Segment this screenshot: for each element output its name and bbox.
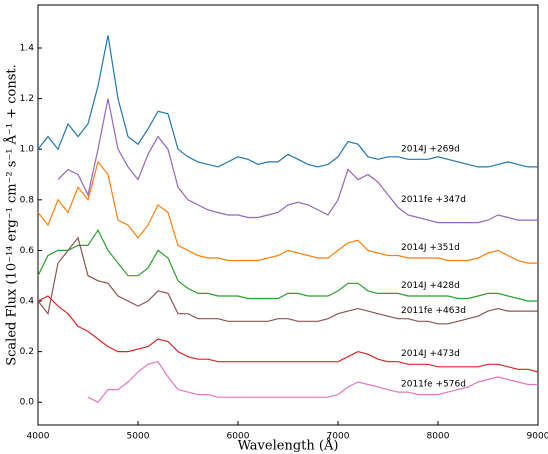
y-tick-label: 1.4 — [20, 44, 35, 54]
x-tick-label: 9000 — [527, 432, 548, 442]
spectrum-line — [37, 160, 538, 264]
y-tick-label: 0.0 — [20, 398, 35, 408]
y-tick-label: 0.8 — [20, 195, 35, 205]
spectrum-line — [37, 228, 538, 302]
series-label: 2014J +269d — [401, 144, 460, 154]
series-label: 2011fe +463d — [401, 306, 466, 316]
x-tick-label: 8000 — [427, 432, 450, 442]
x-tick-label: 7000 — [327, 432, 350, 442]
spectrum-line — [37, 35, 538, 168]
y-tick-label: 0.2 — [20, 347, 34, 357]
y-tick-label: 1.2 — [20, 94, 34, 104]
y-axis-label: Scaled Flux (10⁻¹⁴ erg⁻¹ cm⁻² s⁻¹ Å⁻¹ + … — [4, 64, 20, 366]
series-label: 2014J +351d — [401, 243, 460, 253]
y-tick-label: 1.0 — [20, 145, 35, 155]
spectrum-line — [87, 361, 538, 403]
series-label: 2011fe +576d — [401, 380, 466, 390]
spectrum-line — [37, 295, 539, 373]
x-axis-label: Wavelength (Å) — [238, 438, 339, 454]
spectrum-line — [57, 98, 538, 224]
x-tick-label: 6000 — [227, 432, 250, 442]
x-tick-label: 5000 — [127, 432, 150, 442]
spectrum-line — [37, 236, 538, 325]
x-tick-label: 4000 — [27, 432, 50, 442]
series-label: 2014J +428d — [401, 281, 460, 291]
plot-frame — [37, 4, 539, 426]
y-tick-label: 0.4 — [20, 297, 35, 307]
series-label: 2011fe +347d — [401, 195, 466, 205]
y-tick-label: 0.6 — [20, 246, 35, 256]
series-label: 2014J +473d — [401, 349, 460, 359]
